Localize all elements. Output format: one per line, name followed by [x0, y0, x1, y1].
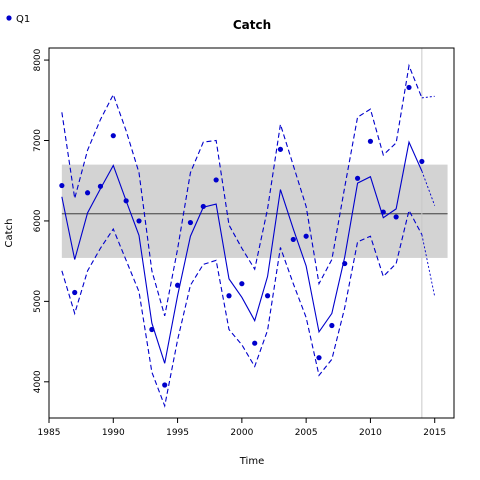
observed-point	[239, 281, 245, 287]
observed-point	[59, 182, 65, 189]
x-tick-label: 2015	[423, 428, 446, 438]
observed-point	[354, 175, 361, 181]
observed-point	[136, 218, 142, 224]
observed-point	[342, 260, 348, 267]
legend-label-q1: Q1	[16, 14, 30, 25]
y-tick-label: 4000	[33, 370, 43, 393]
observed-point	[226, 293, 232, 299]
observed-point	[406, 84, 412, 91]
chart-title: Catch	[233, 18, 271, 32]
x-axis-label: Time	[239, 456, 264, 467]
observed-point	[97, 183, 104, 189]
y-tick-label: 8000	[33, 48, 43, 71]
observed-point	[329, 322, 335, 329]
observed-points-layer	[59, 84, 425, 388]
series-lines-layer	[61, 63, 436, 408]
legend: Q1	[6, 14, 30, 25]
forecast-lower-line	[421, 234, 436, 297]
observed-point	[380, 209, 386, 215]
observed-point	[277, 146, 284, 152]
observed-point	[264, 293, 271, 299]
x-axis: 1985 1990 1995 2000 2005 2010 2015	[38, 418, 446, 438]
observed-point	[316, 355, 322, 361]
x-tick-label: 1990	[102, 428, 125, 438]
upper-ci-line	[61, 63, 423, 317]
y-tick-label: 5000	[33, 290, 43, 313]
observed-point	[187, 219, 194, 226]
x-tick-label: 2000	[230, 428, 253, 438]
observed-point	[72, 289, 78, 296]
y-tick-label: 6000	[33, 209, 43, 232]
observed-point	[419, 158, 425, 165]
observed-point	[84, 190, 91, 196]
plot-frame	[48, 47, 455, 419]
observed-point	[252, 340, 258, 346]
y-tick-label: 7000	[33, 129, 43, 152]
x-tick-label: 2005	[295, 428, 318, 438]
lower-ci-line	[61, 208, 423, 408]
y-axis: 4000 5000 6000 7000 8000	[33, 48, 49, 393]
observed-point	[174, 282, 181, 288]
observed-point	[149, 326, 155, 333]
observed-point	[213, 177, 219, 183]
legend-marker-q1	[6, 15, 12, 21]
observed-point	[303, 233, 309, 239]
observed-point	[162, 382, 168, 388]
observed-point	[290, 236, 296, 243]
observed-point	[367, 138, 374, 144]
observed-point	[393, 214, 399, 220]
x-tick-label: 2010	[359, 428, 382, 438]
observed-point	[123, 198, 129, 204]
observed-point	[200, 203, 206, 210]
fitted-line	[61, 140, 423, 364]
y-axis-label: Catch	[4, 219, 15, 248]
forecast-upper-line	[421, 95, 435, 99]
observed-point	[110, 133, 116, 139]
x-tick-label: 1985	[38, 428, 61, 438]
x-tick-label: 1995	[166, 428, 189, 438]
